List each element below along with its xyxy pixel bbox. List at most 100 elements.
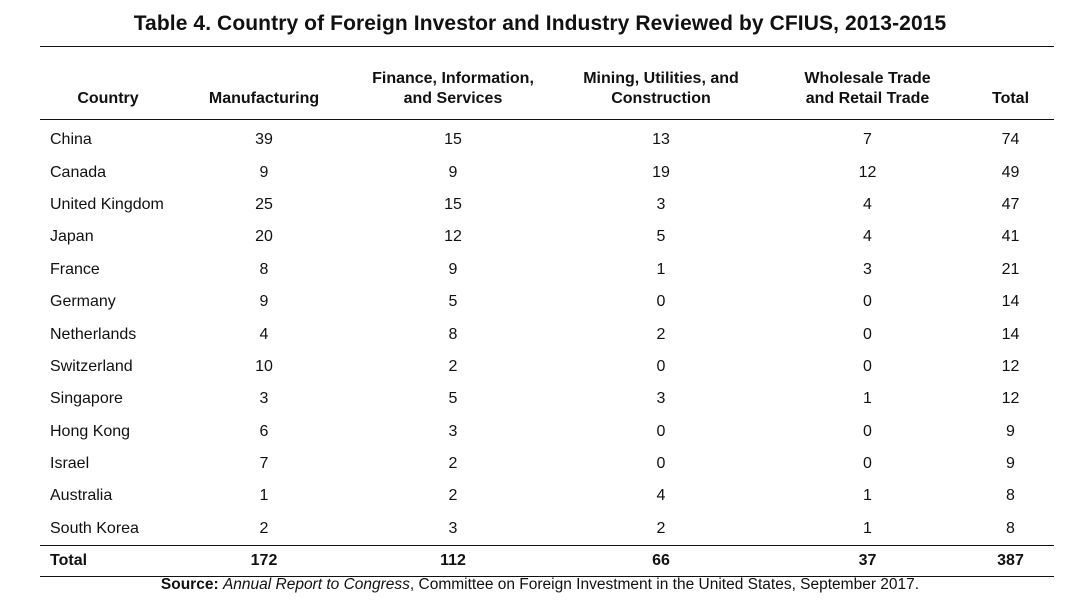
total-cell-manufacturing: 172 — [176, 545, 352, 578]
cell-finance: 3 — [448, 519, 458, 537]
cell-wholesale: 0 — [863, 293, 872, 311]
source-label: Source: — [160, 576, 219, 593]
cell-finance: 9 — [448, 260, 458, 278]
cell-total: 9 — [1006, 455, 1015, 473]
cell-wholesale: 0 — [863, 357, 872, 375]
cell-mining: 1 — [656, 260, 666, 278]
cell-country: South Korea — [50, 519, 139, 537]
cell-country: France — [50, 260, 100, 278]
cell-manufacturing: 20 — [255, 228, 273, 246]
total-cell-finance: 112 — [352, 545, 554, 578]
header-country: Country — [40, 46, 176, 120]
cell-wholesale: 1 — [863, 487, 872, 505]
cell-wholesale: 0 — [863, 422, 872, 440]
cfius-table: Country Manufacturing Finance, Informati… — [40, 46, 1054, 578]
cell-total: 21 — [1001, 260, 1020, 278]
cell-manufacturing: 7 — [259, 455, 269, 473]
cell-wholesale: 3 — [863, 260, 872, 278]
source-report-title: Annual Report to Congress — [222, 576, 410, 593]
cell-country: Germany — [50, 293, 116, 311]
table-row: Switzerland 10 2 0 0 12 — [40, 351, 1054, 383]
header-wholesale: Wholesale Trade and Retail Trade — [768, 46, 967, 120]
table-row: Singapore 3 5 3 1 12 — [40, 383, 1054, 415]
table-row: France 8 9 1 3 21 — [40, 254, 1054, 286]
cell-country: United Kingdom — [50, 195, 164, 213]
cell-mining: 4 — [656, 487, 666, 505]
header-finance: Finance, Information, and Services — [352, 46, 554, 120]
cell-manufacturing: 3 — [259, 390, 269, 408]
cell-country: Netherlands — [50, 325, 137, 343]
cell-mining: 3 — [656, 195, 666, 213]
total-cell-country: Total — [40, 545, 176, 578]
cell-total: 9 — [1006, 422, 1015, 440]
cell-wholesale: 7 — [863, 131, 872, 149]
total-cell-total: 387 — [967, 545, 1054, 578]
table-row: South Korea 2 3 2 1 8 — [40, 513, 1054, 546]
cell-wholesale: 1 — [863, 519, 872, 537]
header-total: Total — [967, 46, 1054, 120]
source-note: Source: Annual Report to Congress, Commi… — [0, 576, 1080, 594]
cell-country: Hong Kong — [50, 422, 131, 440]
cell-total: 12 — [1001, 390, 1020, 408]
cell-total: 74 — [1001, 131, 1020, 149]
cell-finance: 15 — [444, 195, 462, 213]
cell-mining: 19 — [652, 163, 670, 181]
cell-country: Australia — [50, 487, 113, 505]
table-row: United Kingdom 25 15 3 4 47 — [40, 189, 1054, 221]
cell-manufacturing: 10 — [255, 357, 273, 375]
cell-manufacturing: 8 — [259, 260, 269, 278]
cell-manufacturing: 39 — [255, 131, 273, 149]
cell-mining: 0 — [656, 293, 666, 311]
cell-finance: 2 — [448, 357, 458, 375]
cell-finance: 15 — [444, 131, 462, 149]
cell-total: 14 — [1001, 293, 1020, 311]
cell-mining: 5 — [656, 228, 666, 246]
table-row: Australia 1 2 4 1 8 — [40, 480, 1054, 512]
cell-mining: 0 — [656, 455, 666, 473]
cell-total: 49 — [1001, 163, 1020, 181]
cell-manufacturing: 9 — [259, 293, 269, 311]
total-cell-wholesale: 37 — [768, 545, 967, 578]
cell-wholesale: 12 — [858, 163, 877, 181]
cell-finance: 2 — [448, 455, 458, 473]
header-mining: Mining, Utilities, and Construction — [554, 46, 768, 120]
cell-wholesale: 4 — [863, 228, 872, 246]
source-details: , Committee on Foreign Investment in the… — [409, 576, 920, 593]
cell-mining: 13 — [652, 131, 670, 149]
cell-finance: 2 — [448, 487, 458, 505]
cell-finance: 8 — [448, 325, 458, 343]
cell-finance: 3 — [448, 422, 458, 440]
cell-country: China — [50, 131, 92, 149]
cell-total: 8 — [1006, 519, 1015, 537]
table-body: China 39 15 13 7 74 Canada 9 9 19 12 49 United Kingd… — [40, 120, 1054, 578]
total-row: Total 172 112 66 37 387 — [40, 545, 1054, 578]
table-row: Netherlands 4 8 2 0 14 — [40, 318, 1054, 350]
cell-finance: 5 — [448, 293, 458, 311]
cell-manufacturing: 25 — [255, 195, 273, 213]
cell-total: 12 — [1001, 357, 1020, 375]
cell-total: 8 — [1006, 487, 1015, 505]
cell-total: 41 — [1001, 228, 1020, 246]
cell-country: Israel — [50, 455, 90, 473]
cell-mining: 2 — [656, 519, 666, 537]
cell-wholesale: 1 — [863, 390, 872, 408]
table-row: Germany 9 5 0 0 14 — [40, 286, 1054, 318]
cell-wholesale: 0 — [863, 325, 872, 343]
table-title: Table 4. Country of Foreign Investor and… — [133, 12, 947, 35]
cell-total: 14 — [1001, 325, 1020, 343]
cell-country: Japan — [50, 228, 94, 246]
cell-manufacturing: 1 — [259, 487, 269, 505]
cell-country: Canada — [50, 163, 107, 181]
cell-mining: 0 — [656, 422, 666, 440]
table-row: Canada 9 9 19 12 49 — [40, 156, 1054, 188]
table-row: Hong Kong 6 3 0 0 9 — [40, 416, 1054, 448]
total-cell-mining: 66 — [554, 545, 768, 578]
table-row: China 39 15 13 7 74 — [40, 120, 1054, 157]
cell-total: 47 — [1001, 195, 1020, 213]
table-row: Israel 7 2 0 0 9 — [40, 448, 1054, 480]
cell-country: Singapore — [50, 390, 123, 408]
cell-manufacturing: 6 — [259, 422, 269, 440]
cell-manufacturing: 9 — [259, 163, 269, 181]
cell-manufacturing: 2 — [259, 519, 269, 537]
header-manufacturing: Manufacturing — [176, 46, 352, 120]
